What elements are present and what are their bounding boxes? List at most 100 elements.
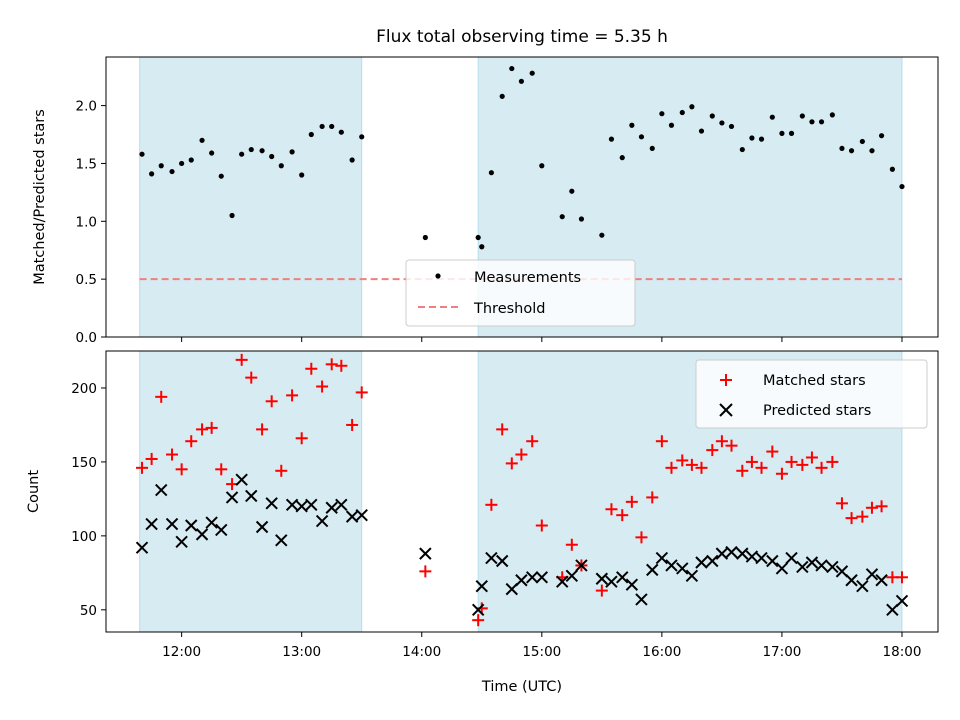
matched-star-point bbox=[595, 584, 608, 597]
matched-star-point bbox=[655, 435, 668, 448]
matched-star-point bbox=[635, 531, 648, 544]
measurement-point bbox=[229, 212, 235, 219]
measurement-point bbox=[218, 173, 224, 179]
measurement-point bbox=[179, 160, 185, 167]
measurement-point bbox=[749, 135, 755, 141]
measurement-point bbox=[569, 188, 575, 194]
predicted-star-point bbox=[525, 571, 539, 584]
predicted-star-point bbox=[646, 563, 659, 577]
y-tick-label-top-0: 0.0 bbox=[76, 330, 97, 346]
count-y-ticks: 50 100 150 200 bbox=[71, 381, 106, 619]
measurement-point bbox=[668, 122, 675, 128]
measurement-point bbox=[299, 172, 305, 178]
matched-star-point bbox=[665, 461, 678, 474]
x-tick-label-4: 16:00 bbox=[642, 644, 681, 660]
measurement-point bbox=[848, 148, 855, 154]
measurement-point bbox=[829, 112, 835, 118]
matched-star-point bbox=[605, 503, 618, 516]
matched-star-point bbox=[485, 498, 498, 511]
legend-predicted-label: Predicted stars bbox=[763, 403, 871, 419]
predicted-star-point bbox=[745, 550, 759, 563]
matched-star-point bbox=[895, 571, 908, 584]
measurement-point bbox=[475, 234, 481, 241]
predicted-star-point bbox=[845, 574, 858, 587]
measurement-point bbox=[818, 119, 825, 125]
predicted-star-point bbox=[556, 575, 569, 588]
predicted-star-point bbox=[175, 535, 188, 548]
y-tick-label-top-3: 1.5 bbox=[76, 156, 97, 172]
matched-star-point bbox=[646, 491, 659, 504]
predicted-star-point bbox=[205, 516, 218, 529]
matched-star-point bbox=[815, 461, 828, 474]
measurement-point bbox=[559, 214, 565, 220]
count-panel: 50 100 150 200 12:00 13:00 14:00 15:00 16:00 17:… bbox=[26, 350, 939, 695]
predicted-star-point bbox=[886, 603, 899, 617]
predicted-star-point bbox=[865, 568, 879, 581]
ratio-legend: Measurements Threshold bbox=[405, 259, 636, 327]
predicted-star-point bbox=[185, 519, 198, 532]
ratio-axes-frame bbox=[105, 56, 939, 338]
measurement-point bbox=[539, 163, 545, 169]
measurement-point bbox=[278, 163, 284, 169]
y-tick-label-top-2: 1.0 bbox=[76, 214, 97, 230]
predicted-star-point bbox=[766, 554, 779, 568]
predicted-star-point bbox=[245, 489, 258, 503]
matched-star-point bbox=[185, 435, 198, 448]
ratio-y-axis-label: Matched/Predicted stars bbox=[32, 109, 48, 285]
matched-star-point bbox=[175, 463, 188, 476]
matched-star-point bbox=[805, 451, 818, 464]
predicted-star-point bbox=[875, 574, 888, 587]
measurement-point bbox=[359, 134, 365, 140]
matched-star-point bbox=[695, 461, 708, 474]
measurement-point bbox=[239, 151, 245, 157]
matched-star-point bbox=[355, 386, 368, 399]
measurement-point bbox=[698, 128, 705, 134]
measurement-point bbox=[619, 155, 625, 161]
predicted-star-point bbox=[835, 565, 849, 578]
measurement-point bbox=[329, 123, 335, 130]
predicted-star-point bbox=[796, 560, 809, 574]
matched-star-point bbox=[335, 359, 348, 372]
legend-matched-marker bbox=[720, 374, 732, 386]
matched-star-point bbox=[616, 509, 629, 522]
count-legend-box bbox=[695, 359, 928, 429]
matched-star-point bbox=[316, 380, 329, 393]
predicted-star-point bbox=[655, 551, 669, 565]
matched-star-point bbox=[845, 512, 858, 525]
predicted-star-point bbox=[145, 517, 158, 531]
measurement-point bbox=[188, 157, 194, 163]
matched-star-point bbox=[136, 461, 149, 474]
predicted-star-point bbox=[515, 574, 528, 587]
measurement-point bbox=[289, 149, 295, 155]
measurement-point bbox=[479, 244, 485, 250]
predicted-star-point bbox=[355, 508, 368, 522]
matched-star-point bbox=[245, 371, 258, 384]
predicted-star-point bbox=[265, 497, 278, 510]
predicted-star-point bbox=[419, 547, 432, 560]
matched-star-point bbox=[685, 458, 698, 471]
predicted-star-point bbox=[215, 523, 228, 537]
observing-window-bot-0 bbox=[139, 350, 363, 633]
predicted-star-point bbox=[736, 547, 749, 560]
predicted-star-point bbox=[305, 498, 318, 512]
measurement-point bbox=[659, 111, 665, 117]
count-x-ticks: 12:00 13:00 14:00 15:00 16:00 17:00 18:00 bbox=[162, 632, 921, 660]
predicted-star-point bbox=[295, 500, 308, 513]
ratio-panel: 0.00.51.01.52.0 Matched/Predicted stars … bbox=[32, 56, 939, 346]
matched-star-point bbox=[295, 432, 308, 445]
matched-star-point bbox=[155, 390, 168, 403]
predicted-star-point bbox=[225, 491, 239, 504]
measurement-point bbox=[679, 109, 685, 116]
measurement-point bbox=[488, 170, 494, 176]
matched-star-point bbox=[205, 421, 218, 434]
predicted-star-point bbox=[826, 560, 839, 574]
measurement-point bbox=[689, 104, 695, 110]
measurement-point bbox=[319, 123, 325, 130]
measurement-point bbox=[769, 114, 775, 120]
ratio-legend-box bbox=[405, 259, 636, 327]
matched-star-point bbox=[472, 614, 485, 627]
matched-star-point bbox=[196, 423, 209, 436]
predicted-star-point bbox=[725, 545, 738, 559]
predicted-star-point bbox=[676, 562, 689, 575]
